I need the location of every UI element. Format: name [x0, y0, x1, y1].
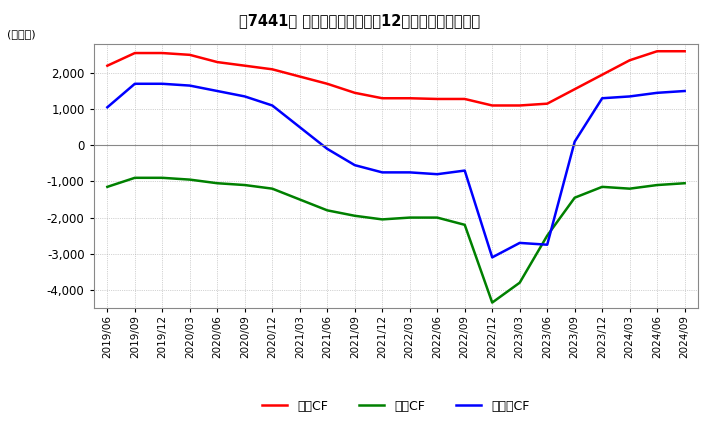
フリーCF	[103, 105, 112, 110]
フリーCF	[323, 146, 332, 151]
投資CF	[158, 175, 166, 180]
フリーCF	[570, 139, 579, 144]
投資CF	[213, 180, 222, 186]
投資CF	[488, 300, 497, 305]
Line: 投資CF: 投資CF	[107, 178, 685, 303]
フリーCF	[405, 170, 414, 175]
営業CF	[488, 103, 497, 108]
Line: 営業CF: 営業CF	[107, 51, 685, 106]
フリーCF	[295, 125, 304, 130]
Text: 【7441】 キャッシュフローの12か月移動合計の推移: 【7441】 キャッシュフローの12か月移動合計の推移	[240, 13, 480, 28]
投資CF	[653, 183, 662, 188]
営業CF	[378, 95, 387, 101]
営業CF	[460, 96, 469, 102]
投資CF	[295, 197, 304, 202]
投資CF	[240, 183, 249, 188]
フリーCF	[268, 103, 276, 108]
投資CF	[543, 233, 552, 238]
フリーCF	[680, 88, 689, 94]
営業CF	[295, 74, 304, 79]
営業CF	[543, 101, 552, 106]
営業CF	[323, 81, 332, 86]
Legend: 営業CF, 投資CF, フリーCF: 営業CF, 投資CF, フリーCF	[262, 400, 530, 413]
営業CF	[103, 63, 112, 68]
営業CF	[626, 58, 634, 63]
営業CF	[405, 95, 414, 101]
営業CF	[653, 48, 662, 54]
投資CF	[570, 195, 579, 200]
営業CF	[516, 103, 524, 108]
フリーCF	[213, 88, 222, 94]
営業CF	[240, 63, 249, 68]
営業CF	[433, 96, 441, 102]
投資CF	[130, 175, 139, 180]
フリーCF	[130, 81, 139, 86]
Line: フリーCF: フリーCF	[107, 84, 685, 257]
フリーCF	[488, 255, 497, 260]
フリーCF	[351, 162, 359, 168]
投資CF	[516, 280, 524, 285]
営業CF	[186, 52, 194, 58]
投資CF	[186, 177, 194, 182]
投資CF	[680, 180, 689, 186]
営業CF	[351, 90, 359, 95]
フリーCF	[626, 94, 634, 99]
フリーCF	[378, 170, 387, 175]
フリーCF	[186, 83, 194, 88]
営業CF	[680, 48, 689, 54]
フリーCF	[433, 172, 441, 177]
投資CF	[460, 222, 469, 227]
フリーCF	[460, 168, 469, 173]
営業CF	[570, 87, 579, 92]
Y-axis label: (百万円): (百万円)	[6, 29, 35, 39]
営業CF	[130, 51, 139, 56]
投資CF	[103, 184, 112, 190]
営業CF	[158, 51, 166, 56]
投資CF	[378, 217, 387, 222]
フリーCF	[516, 240, 524, 246]
投資CF	[323, 208, 332, 213]
投資CF	[433, 215, 441, 220]
投資CF	[268, 186, 276, 191]
営業CF	[213, 59, 222, 65]
フリーCF	[653, 90, 662, 95]
投資CF	[405, 215, 414, 220]
営業CF	[268, 67, 276, 72]
投資CF	[351, 213, 359, 218]
投資CF	[598, 184, 606, 190]
フリーCF	[158, 81, 166, 86]
投資CF	[626, 186, 634, 191]
営業CF	[598, 72, 606, 77]
フリーCF	[598, 95, 606, 101]
フリーCF	[240, 94, 249, 99]
フリーCF	[543, 242, 552, 247]
